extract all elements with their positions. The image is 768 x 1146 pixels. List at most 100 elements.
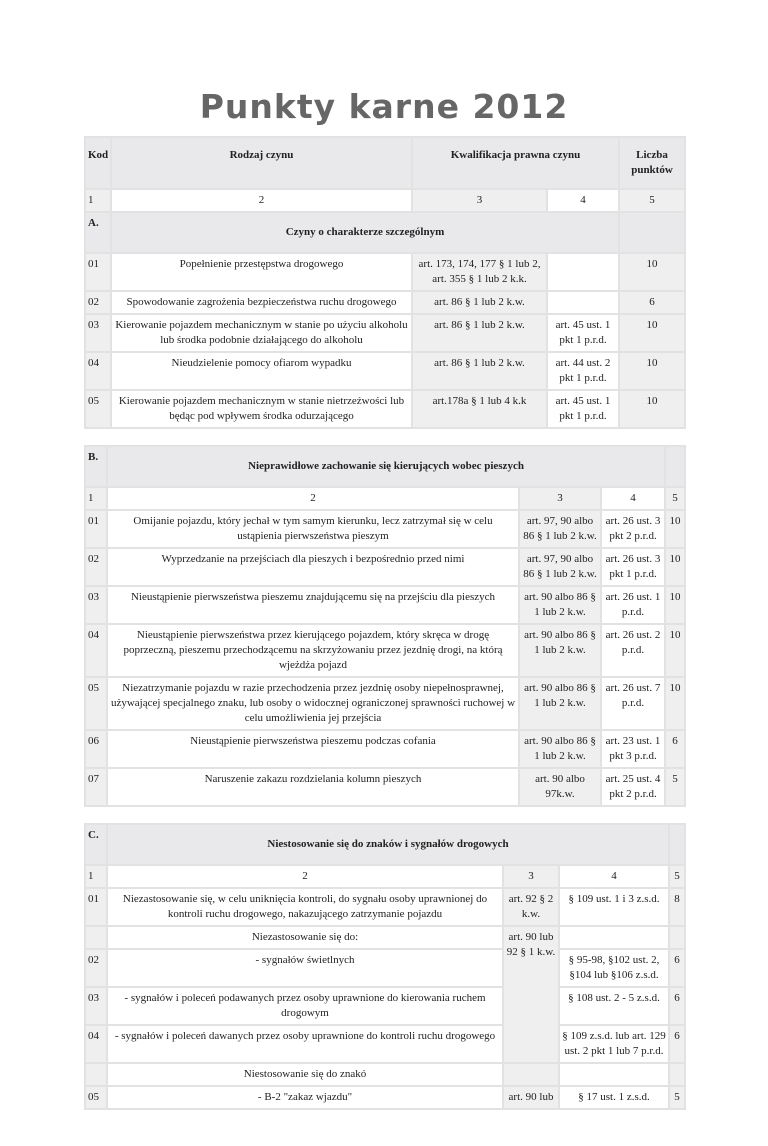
cell-rodzaj: Kierowanie pojazdem mechanicznym w stani… [110,313,413,353]
table-c: C. Niestosowanie się do znaków i sygnałów… [84,823,686,1110]
cell-punkty: 6 [668,986,686,1026]
cell-punkty: 10 [664,547,687,587]
cell-rodzaj: Niestosowanie się do znakó [106,1062,504,1087]
header-row: Kod Rodzaj czynu Kwalifikacja prawna czy… [84,136,686,190]
cell-kwalifikacja-4: § 95-98, §102 ust. 2, §104 lub §106 z.s.… [558,948,670,988]
column-number: 4 [599,486,667,511]
cell-kwalifikacja-4 [558,925,670,950]
cell-kwalifikacja-3 [502,1062,560,1087]
column-number: 4 [558,864,670,889]
cell-rodzaj: Niezastosowanie się do: [106,925,504,950]
cell-kwalifikacja-4: art. 23 ust. 1 pkt 3 p.r.d. [599,729,667,769]
cell-rodzaj: Wyprzedzanie na przejściach dla pieszych… [106,547,520,587]
cell-rodzaj: - sygnałów i poleceń dawanych przez osob… [106,1024,504,1064]
cell-kwalifikacja-4 [558,1062,670,1087]
cell-kwalifikacja-4 [546,252,620,292]
cell-kwalifikacja-3: art. 90 lub [502,1085,560,1110]
section-title: Czyny o charakterze szczególnym [110,211,620,254]
section-empty [664,445,687,488]
cell-kwalifikacja-4 [546,290,620,315]
table-row: 01 Popełnienie przestępstwa drogowego art.… [84,252,686,292]
table-row: 03 Kierowanie pojazdem mechanicznym w sta… [84,313,686,353]
cell-kwalifikacja-4: art. 26 ust. 7 p.r.d. [599,676,667,731]
cell-kwalifikacja-3: art. 86 § 1 lub 2 k.w. [411,351,548,391]
cell-kod: 02 [84,547,108,587]
cell-punkty [668,925,686,950]
cell-kwalifikacja-4: art. 26 ust. 3 pkt 1 p.r.d. [599,547,667,587]
header-kwalifikacja: Kwalifikacja prawna czynu [411,136,620,190]
cell-kwalifikacja-4: art. 26 ust. 3 pkt 2 p.r.d. [599,509,667,549]
table-row: 04 Nieustąpienie pierwszeństwa przez kier… [84,623,687,678]
column-number: 3 [411,188,548,213]
cell-kod: 04 [84,623,108,678]
section-row: C. Niestosowanie się do znaków i sygnałów… [84,823,686,866]
cell-kod: 04 [84,351,112,391]
cell-rodzaj: Nieustąpienie pierwszeństwa pieszemu pod… [106,729,520,769]
cell-rodzaj: Niezastosowanie się, w celu uniknięcia k… [106,887,504,927]
cell-kwalifikacja-4: art. 44 ust. 2 pkt 1 p.r.d. [546,351,620,391]
table-row: 04- sygnałów i poleceń dawanych przez os… [84,1024,686,1064]
cell-kwalifikacja-3: art. 90 lub 92 § 1 k.w. [502,925,560,1064]
section-code: A. [84,211,112,254]
section-code: C. [84,823,108,866]
column-number: 1 [84,864,108,889]
cell-kwalifikacja-3: art. 90 albo 97k.w. [518,767,602,807]
header-kod: Kod [84,136,112,190]
table-row: Niezastosowanie się do: art. 90 lub 92 § … [84,925,686,1064]
column-number: 5 [664,486,687,511]
cell-punkty: 5 [664,767,687,807]
table-row: Niestosowanie się do znakó [84,1062,686,1087]
column-number: 3 [518,486,602,511]
cell-rodzaj: - B-2 "zakaz wjazdu" [106,1085,504,1110]
cell-kod [84,1062,108,1087]
cell-kod: 02 [84,948,108,988]
cell-punkty: 5 [668,1085,686,1110]
cell-kod: 05 [84,676,108,731]
cell-rodzaj: Naruszenie zakazu rozdzielania kolumn pi… [106,767,520,807]
cell-punkty: 6 [664,729,687,769]
table-row: 03 Nieustąpienie pierwszeństwa pieszemu z… [84,585,687,625]
column-number: 2 [106,864,504,889]
cell-kwalifikacja-3: art. 173, 174, 177 § 1 lub 2, art. 355 §… [411,252,548,292]
cell-kwalifikacja-4: art. 26 ust. 2 p.r.d. [599,623,667,678]
table-row: 02 Spowodowanie zagrożenia bezpieczeństwa… [84,290,686,315]
table-row: 04 Nieudzielenie pomocy ofiarom wypadku ar… [84,351,686,391]
cell-kod: 01 [84,252,112,292]
cell-kwalifikacja-4: art. 45 ust. 1 pkt 1 p.r.d. [546,313,620,353]
column-number: 5 [618,188,686,213]
column-number: 5 [668,864,686,889]
section-empty [618,211,686,254]
cell-kwalifikacja-4: art. 25 ust. 4 pkt 2 p.r.d. [599,767,667,807]
cell-punkty: 6 [618,290,686,315]
cell-rodzaj: Nieustąpienie pierwszeństwa pieszemu zna… [106,585,520,625]
column-number: 2 [110,188,413,213]
cell-punkty: 10 [664,509,687,549]
cell-kod: 05 [84,1085,108,1110]
cell-kwalifikacja-3: art. 86 § 1 lub 2 k.w. [411,290,548,315]
page-title: Punkty karne 2012 [199,87,569,126]
column-number: 1 [84,486,108,511]
cell-rodzaj: - sygnałów świetlnych [106,948,504,988]
cell-rodzaj: - sygnałów i poleceń podawanych przez os… [106,986,504,1026]
cell-kod: 02 [84,290,112,315]
table-row: 01 Niezastosowanie się, w celu uniknięcia… [84,887,686,927]
cell-kwalifikacja-4: art. 45 ust. 1 pkt 1 p.r.d. [546,389,620,429]
section-title: Nieprawidłowe zachowanie się kierujących… [105,445,667,488]
cell-punkty: 10 [664,623,687,678]
cell-kwalifikacja-3: art. 90 albo 86 § 1 lub 2 k.w. [518,585,602,625]
table-row: 07 Naruszenie zakazu rozdzielania kolumn … [84,767,687,807]
cell-punkty: 6 [668,1024,686,1064]
cell-punkty [668,1062,686,1087]
cell-kod: 05 [84,389,112,429]
cell-rodzaj: Niezatrzymanie pojazdu w razie przechodz… [106,676,520,731]
table-row: 01 Omijanie pojazdu, który jechał w tym s… [84,509,687,549]
page: Punkty karne 2012 Kod Rodzaj czynu Kwali… [84,87,687,1110]
cell-punkty: 10 [618,313,686,353]
cell-kwalifikacja-3: art. 90 albo 86 § 1 lub 2 k.w. [518,676,602,731]
cell-kod: 01 [84,887,108,927]
table-row: 02 Wyprzedzanie na przejściach dla pieszy… [84,547,687,587]
cell-punkty: 10 [664,585,687,625]
table-b: B. Nieprawidłowe zachowanie się kierujący… [84,445,687,807]
